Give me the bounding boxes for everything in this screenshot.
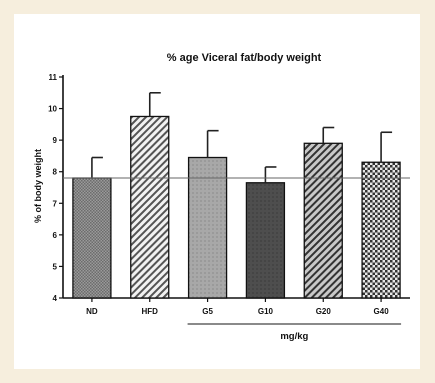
bar-g20 — [303, 142, 343, 299]
y-tick-label: 10 — [48, 105, 57, 114]
bar-g10 — [245, 182, 286, 299]
y-tick-label: 8 — [53, 168, 58, 177]
x-tick-label: G40 — [374, 307, 390, 316]
bar-g5 — [187, 156, 228, 299]
chart-title: % age Viceral fat/body weight — [167, 52, 322, 64]
y-tick-label: 4 — [53, 294, 58, 303]
y-tick-label: 11 — [49, 73, 58, 82]
x-tick-label: G20 — [316, 307, 332, 316]
y-tick-label: 5 — [53, 262, 58, 271]
y-tick-label: 7 — [53, 199, 58, 208]
bar-hfd — [130, 115, 170, 299]
x-tick-label: G5 — [202, 307, 213, 316]
y-axis-ticks: 4 5 6 7 8 9 10 11 — [48, 73, 63, 303]
x-axis-ticks: ND HFD G5 G10 G20 G40 — [86, 298, 389, 316]
y-tick-label: 9 — [53, 136, 58, 145]
bar-g40 — [361, 161, 401, 299]
group-label: mg/kg — [280, 331, 308, 342]
bar-series — [72, 91, 401, 299]
y-tick-label: 6 — [53, 231, 58, 240]
bar-nd — [72, 177, 112, 299]
x-tick-label: ND — [86, 307, 98, 316]
y-axis-label: % of body weight — [33, 149, 43, 223]
x-tick-label: HFD — [142, 307, 159, 316]
x-tick-label: G10 — [258, 307, 274, 316]
